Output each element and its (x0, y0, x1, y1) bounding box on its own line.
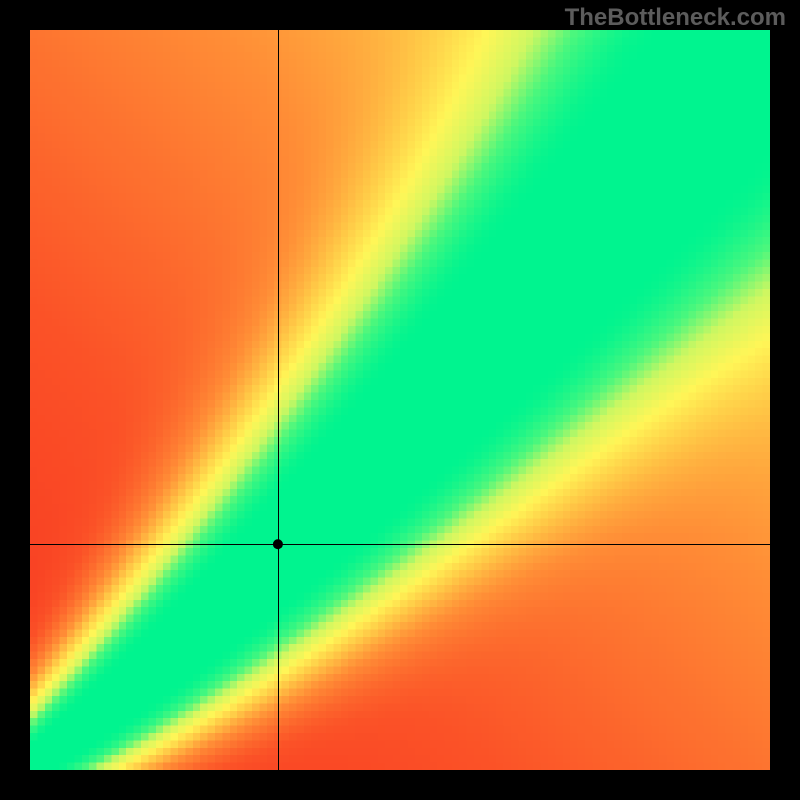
crosshair-overlay (30, 30, 770, 770)
watermark-text: TheBottleneck.com (565, 4, 786, 32)
chart-container: TheBottleneck.com (0, 0, 800, 800)
